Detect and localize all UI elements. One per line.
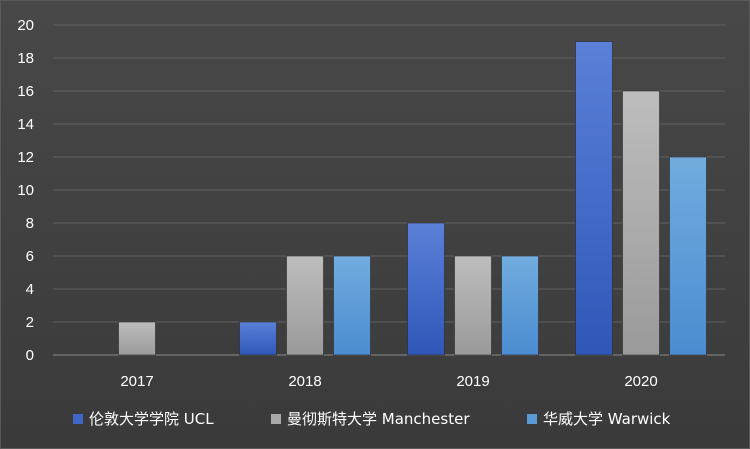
- y-tick-label: 0: [26, 347, 34, 364]
- y-tick-label: 2: [26, 314, 34, 331]
- legend-swatch: [527, 414, 537, 424]
- legend-label: 华威大学 Warwick: [543, 410, 671, 428]
- y-tick-label: 4: [26, 281, 34, 298]
- bar-2020-series-1: [622, 90, 660, 356]
- legend-item-2: 华威大学 Warwick: [527, 410, 671, 428]
- x-axis-category-labels: 2017 2018 2019 2020: [120, 373, 657, 390]
- bar-2018-series-1: [286, 255, 324, 356]
- legend-item-0: 伦敦大学学院 UCL: [73, 410, 214, 428]
- legend-swatch: [271, 414, 281, 424]
- bar-2019-series-2: [501, 255, 539, 356]
- bar-2020-series-2: [669, 156, 707, 356]
- y-tick-label: 18: [17, 50, 34, 67]
- bar-2018-series-2: [333, 255, 371, 356]
- legend-item-1: 曼彻斯特大学 Manchester: [271, 410, 470, 428]
- bar-2019-series-0: [407, 222, 445, 356]
- bar-2017-series-1: [118, 321, 156, 356]
- y-tick-label: 20: [17, 17, 34, 34]
- bar-2018-series-0: [239, 321, 277, 356]
- x-category-label: 2018: [288, 373, 321, 390]
- y-tick-label: 16: [17, 83, 34, 100]
- legend-swatch: [73, 414, 83, 424]
- x-category-label: 2019: [456, 373, 489, 390]
- gridlines: [53, 24, 725, 356]
- legend-label: 曼彻斯特大学 Manchester: [287, 410, 470, 428]
- bar-2019-series-1: [454, 255, 492, 356]
- x-category-label: 2017: [120, 373, 153, 390]
- y-tick-label: 8: [26, 215, 34, 232]
- y-tick-label: 6: [26, 248, 34, 265]
- legend-label: 伦敦大学学院 UCL: [89, 410, 214, 428]
- legend: 伦敦大学学院 UCL 曼彻斯特大学 Manchester 华威大学 Warwick: [73, 410, 671, 428]
- y-tick-label: 12: [17, 149, 34, 166]
- x-category-label: 2020: [624, 373, 657, 390]
- y-tick-label: 10: [17, 182, 34, 199]
- y-tick-label: 14: [17, 116, 34, 133]
- bar-2020-series-0: [575, 41, 613, 356]
- y-axis-tick-labels: 0 2 4 6 8 10 12 14 16 18 20: [17, 17, 34, 364]
- bars: [118, 41, 707, 356]
